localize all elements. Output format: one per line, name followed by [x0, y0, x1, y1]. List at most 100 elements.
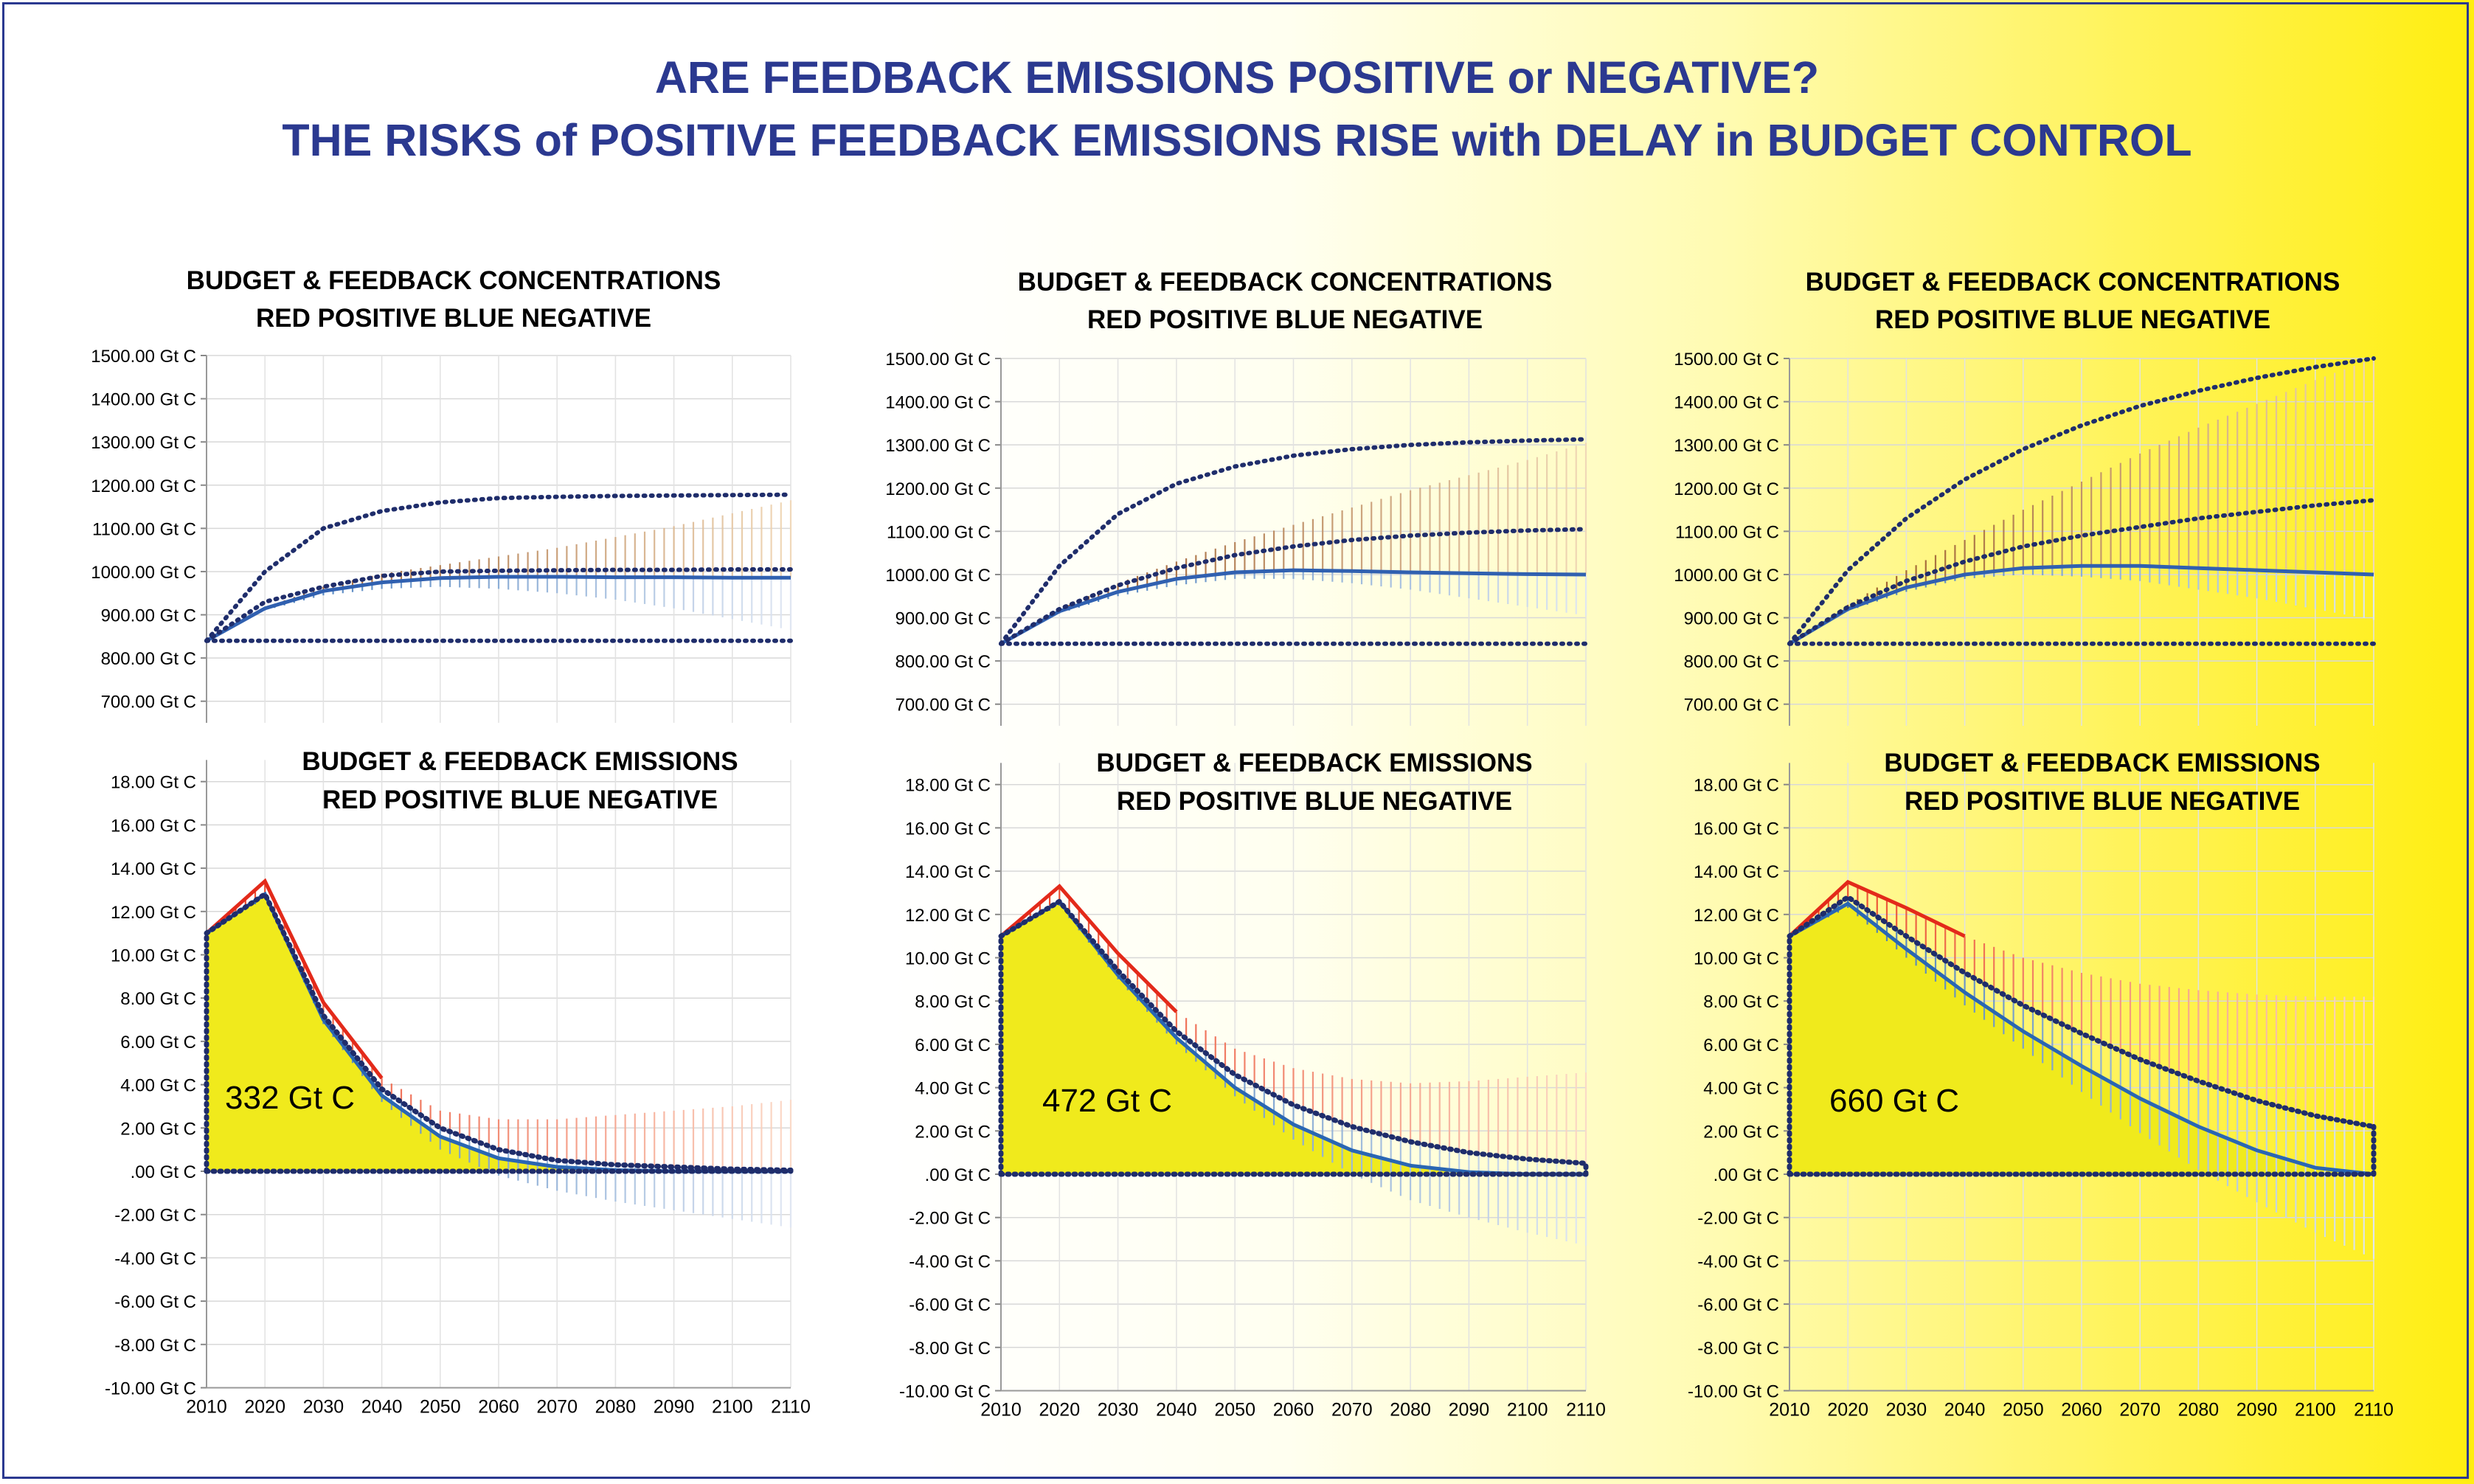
emis-ytick-label: -8.00 Gt C [1697, 1339, 1779, 1359]
emis-xtick-label: 2080 [2178, 1400, 2220, 1421]
emis-ytick-label: 16.00 Gt C [1694, 819, 1779, 839]
emis-xtick-label: 2080 [1390, 1400, 1431, 1421]
emis-budget-area [207, 894, 791, 1171]
emis-ytick-label: -6.00 Gt C [1697, 1295, 1779, 1315]
conc-ytick-label: 700.00 Gt C [101, 693, 196, 712]
conc-budget-line [1788, 564, 2374, 645]
emis-title-line-2: RED POSITIVE BLUE NEGATIVE [1905, 787, 2300, 816]
conc-budget-dotted [204, 567, 793, 643]
conc-title-line-2: RED POSITIVE BLUE NEGATIVE [1875, 305, 2270, 334]
conc-ytick-label: 900.00 Gt C [101, 606, 196, 626]
chart-panel-right: 1500.00 Gt C 1400.00 Gt C 1300.00 Gt C 1200… [1674, 268, 2394, 1421]
emis-xtick-label: 2100 [1507, 1400, 1548, 1421]
conc-ytick-label: 700.00 Gt C [895, 696, 991, 715]
chart-panel-middle: 1500.00 Gt C 1400.00 Gt C 1300.00 Gt C 1200… [885, 268, 1606, 1421]
conc-ytick-label: 800.00 Gt C [1684, 652, 1779, 672]
emis-xtick-label: 2110 [771, 1397, 811, 1418]
conc-budget-dotted [999, 527, 1588, 646]
emis-ytick-label: 10.00 Gt C [1694, 949, 1779, 969]
emis-xtick-label: 2090 [1449, 1400, 1490, 1421]
conc-ytick-label: 1200.00 Gt C [91, 476, 196, 496]
emis-ytick-label: 6.00 Gt C [1703, 1036, 1779, 1055]
emis-xtick-label: 2010 [1769, 1400, 1810, 1421]
emis-xtick-label: 2110 [1566, 1400, 1606, 1421]
conc-ytick-label: 800.00 Gt C [895, 652, 991, 672]
conc-budget-line [205, 575, 791, 642]
emis-xtick-label: 2060 [1273, 1400, 1314, 1421]
emis-ytick-label: -2.00 Gt C [1697, 1209, 1779, 1229]
emis-title-line-1: BUDGET & FEEDBACK EMISSIONS [302, 747, 738, 776]
conc-ytick-label: 1100.00 Gt C [887, 522, 991, 542]
emis-xtick-label: 2050 [420, 1397, 461, 1418]
emis-ytick-label: 6.00 Gt C [120, 1033, 196, 1053]
emis-ytick-label: -2.00 Gt C [114, 1206, 196, 1226]
emis-xtick-label: 2050 [1214, 1400, 1255, 1421]
emis-ytick-label: 12.00 Gt C [905, 906, 991, 926]
conc-ytick-label: 700.00 Gt C [1684, 696, 1779, 715]
conc-ytick-label: 1200.00 Gt C [885, 479, 991, 499]
emis-ytick-label: .00 Gt C [131, 1162, 196, 1182]
conc-ytick-label: 1300.00 Gt C [1674, 436, 1779, 456]
emis-ytick-label: 2.00 Gt C [915, 1122, 991, 1142]
emis-ytick-label: -8.00 Gt C [114, 1336, 196, 1356]
emis-xtick-label: 2110 [2354, 1400, 2394, 1421]
emis-ytick-label: 18.00 Gt C [111, 773, 196, 793]
conc-title-line-1: BUDGET & FEEDBACK CONCENTRATIONS [187, 266, 721, 295]
emis-ytick-label: -8.00 Gt C [909, 1339, 991, 1359]
page-title-line-1: ARE FEEDBACK EMISSIONS POSITIVE or NEGAT… [654, 52, 1820, 103]
emis-ytick-label: 8.00 Gt C [915, 992, 991, 1012]
conc-upper-dotted [999, 437, 1588, 646]
conc-ytick-label: 1400.00 Gt C [885, 393, 991, 413]
emis-xtick-label: 2030 [1098, 1400, 1139, 1421]
emis-ytick-label: 4.00 Gt C [915, 1079, 991, 1099]
conc-ytick-label: 1300.00 Gt C [91, 433, 196, 453]
emis-title-line-1: BUDGET & FEEDBACK EMISSIONS [1884, 749, 2320, 777]
chart-panel-left: 1500.00 Gt C 1400.00 Gt C 1300.00 Gt C 1200… [91, 266, 811, 1418]
emis-positive-edge [205, 878, 384, 1080]
emis-xtick-label: 2070 [1331, 1400, 1373, 1421]
emis-budget-dotted [998, 898, 1589, 1166]
emis-budget-dotted [1787, 894, 2377, 1129]
emis-title-line-2: RED POSITIVE BLUE NEGATIVE [1117, 787, 1512, 816]
emis-xtick-label: 2020 [1827, 1400, 1868, 1421]
emis-xtick-label: 2060 [2061, 1400, 2102, 1421]
conc-ytick-label: 1000.00 Gt C [1674, 566, 1779, 586]
emis-ytick-label: 10.00 Gt C [905, 949, 991, 969]
conc-ytick-label: 900.00 Gt C [1684, 609, 1779, 629]
emis-budget-dotted [204, 890, 794, 1173]
emis-ytick-label: 14.00 Gt C [1694, 862, 1779, 882]
emis-xtick-label: 2030 [303, 1397, 344, 1418]
emis-xtick-label: 2100 [712, 1397, 753, 1418]
emis-ytick-label: 12.00 Gt C [1694, 906, 1779, 926]
emis-ytick-label: -4.00 Gt C [909, 1252, 991, 1272]
emis-xtick-label: 2050 [2003, 1400, 2044, 1421]
conc-upper-dotted [204, 492, 793, 643]
emis-ytick-label: 16.00 Gt C [111, 816, 196, 836]
emis-title-line-2: RED POSITIVE BLUE NEGATIVE [322, 786, 718, 814]
emis-ytick-label: -10.00 Gt C [105, 1379, 196, 1399]
emis-ytick-label: 8.00 Gt C [1703, 992, 1779, 1012]
emis-xtick-label: 2040 [1156, 1400, 1197, 1421]
conc-ytick-label: 1500.00 Gt C [885, 350, 991, 370]
emis-budget-area [1001, 901, 1586, 1174]
emis-xtick-label: 2070 [536, 1397, 578, 1418]
emis-ytick-label: -4.00 Gt C [114, 1249, 196, 1269]
emis-ytick-label: 4.00 Gt C [1703, 1079, 1779, 1099]
emis-ytick-label: 2.00 Gt C [120, 1119, 196, 1139]
conc-title-line-1: BUDGET & FEEDBACK CONCENTRATIONS [1018, 268, 1553, 297]
conc-ytick-label: 1100.00 Gt C [92, 519, 196, 539]
emis-xtick-label: 2060 [478, 1397, 519, 1418]
conc-ytick-label: 800.00 Gt C [101, 649, 196, 669]
conc-ytick-label: 1200.00 Gt C [1674, 479, 1779, 499]
emis-ytick-label: 6.00 Gt C [915, 1036, 991, 1055]
conc-ytick-label: 900.00 Gt C [895, 609, 991, 629]
emis-xtick-label: 2030 [1886, 1400, 1927, 1421]
conc-ytick-label: 1300.00 Gt C [885, 436, 991, 456]
emis-ytick-label: 18.00 Gt C [1694, 776, 1779, 796]
emis-xtick-label: 2010 [980, 1400, 1022, 1421]
conc-ytick-label: 1500.00 Gt C [1674, 350, 1779, 370]
conc-title-line-2: RED POSITIVE BLUE NEGATIVE [256, 304, 651, 333]
emis-xtick-label: 2020 [1039, 1400, 1080, 1421]
emis-budget-line [1788, 901, 2374, 1176]
